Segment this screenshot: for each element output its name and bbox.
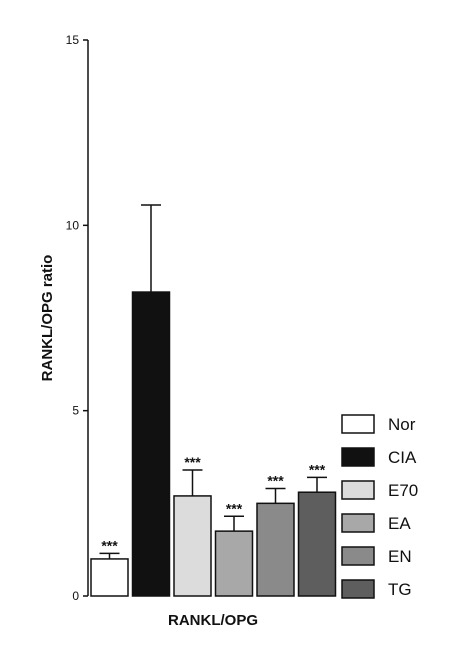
legend-label-e70: E70 [388, 481, 418, 500]
legend-label-tg: TG [388, 580, 412, 599]
legend-swatch-en [341, 546, 375, 566]
legend: Nor CIA E70 EA EN TG [341, 414, 418, 599]
legend-label-cia: CIA [388, 448, 417, 467]
legend-swatch-ea [341, 513, 375, 533]
legend-swatch-e70 [341, 480, 375, 500]
legend-label-en: EN [388, 547, 412, 566]
y-tick-label: 10 [66, 218, 80, 232]
bar-ea [214, 530, 254, 597]
bar-e70 [173, 495, 212, 597]
bar-nor [90, 558, 129, 597]
legend-label-nor: Nor [388, 415, 416, 434]
legend-swatch-cia [341, 447, 375, 467]
y-tick-label: 0 [72, 589, 79, 603]
axis-layer: 0 5 10 15 [66, 33, 89, 603]
legend-swatch-tg [341, 579, 375, 599]
legend-swatch-nor [341, 414, 375, 434]
bar-cia [131, 291, 171, 597]
bars-layer: *** *** *** *** *** [90, 204, 337, 597]
significance-label-tg: *** [309, 461, 326, 477]
x-axis-category-label: RANKL/OPG [168, 612, 258, 629]
significance-label-ea: *** [226, 500, 243, 516]
bar-en [256, 502, 295, 597]
significance-label-en: *** [267, 473, 284, 489]
significance-label-nor: *** [101, 537, 118, 553]
bar-tg [297, 491, 337, 597]
y-tick-label: 5 [72, 404, 79, 418]
y-tick-label: 15 [66, 33, 80, 47]
significance-label-e70: *** [184, 454, 201, 470]
legend-label-ea: EA [388, 514, 411, 533]
y-axis-title: RANKL/OPG ratio [39, 255, 56, 382]
